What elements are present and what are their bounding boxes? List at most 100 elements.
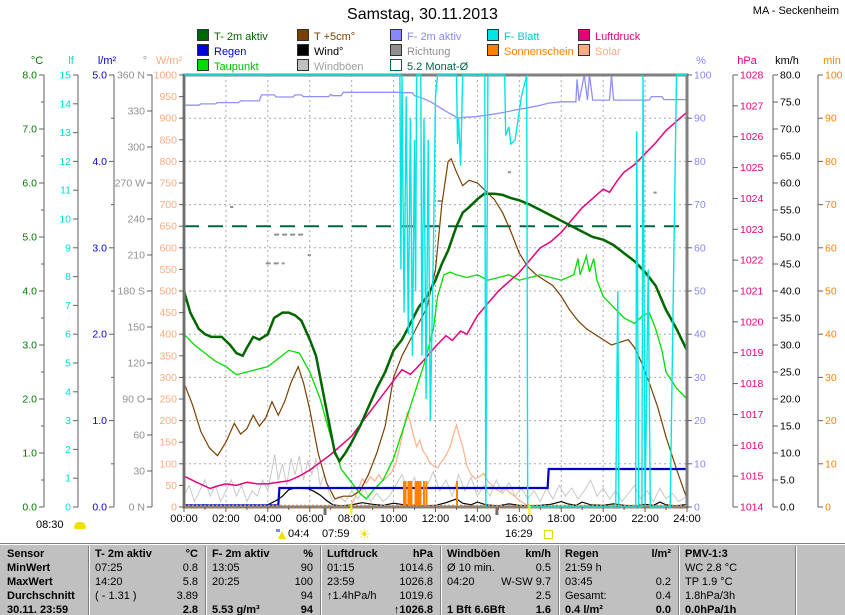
- svg-text:800: 800: [159, 156, 177, 168]
- svg-text:30: 30: [825, 372, 837, 384]
- svg-text:1022: 1022: [740, 255, 764, 267]
- svg-text:7: 7: [65, 300, 71, 312]
- svg-text:0.0: 0.0: [22, 502, 37, 514]
- page-title: Samstag, 30.11.2013: [347, 6, 498, 23]
- table-cell: 21:59 h: [565, 562, 602, 574]
- svg-text:13: 13: [59, 127, 71, 139]
- legend-swatch-t5cm-icon: [297, 29, 309, 41]
- svg-text:0: 0: [65, 502, 71, 514]
- svg-text:600: 600: [159, 242, 177, 254]
- svg-text:8.0: 8.0: [22, 70, 37, 82]
- svg-text:0: 0: [694, 502, 700, 514]
- series-fblatt: [184, 74, 687, 508]
- svg-text:6: 6: [65, 329, 71, 341]
- legend-label: 5.2 Monat-Ø: [407, 61, 469, 73]
- table-cell: 20:25 100: [212, 576, 313, 588]
- svg-text:0.0: 0.0: [92, 502, 107, 514]
- sunshine-bar: [456, 481, 459, 507]
- svg-text:70: 70: [825, 199, 837, 211]
- svg-text:70: 70: [694, 199, 706, 211]
- table-header-col: PMV-1:3: [685, 548, 728, 560]
- svg-text:100: 100: [825, 70, 843, 82]
- x-tick-label: 00:00: [170, 513, 198, 525]
- svg-text:250: 250: [159, 394, 177, 406]
- svg-text:0 N: 0 N: [129, 502, 145, 514]
- svg-text:75.0: 75.0: [780, 97, 801, 109]
- svg-text:900: 900: [159, 113, 177, 125]
- table-cell: TP 1.9 °C: [685, 576, 733, 588]
- axis-label-pct: %: [696, 55, 706, 67]
- legend-swatch-richtung-icon: [390, 44, 402, 56]
- table-header-col: T- 2m aktiv °C: [95, 548, 198, 560]
- legend-swatch-regen-icon: [197, 44, 209, 56]
- svg-text:60: 60: [133, 430, 145, 442]
- svg-text:65.0: 65.0: [780, 151, 801, 163]
- svg-text:60.0: 60.0: [780, 178, 801, 190]
- axis-label-lf: lf: [68, 55, 74, 67]
- svg-text:80.0: 80.0: [780, 70, 801, 82]
- svg-text:60: 60: [825, 242, 837, 254]
- svg-text:30.0: 30.0: [780, 340, 801, 352]
- legend-item-sonnenschein: Sonnenschein: [487, 44, 574, 58]
- svg-text:9: 9: [65, 242, 71, 254]
- legend-swatch-luftdruck-icon: [578, 29, 590, 41]
- svg-text:90: 90: [694, 113, 706, 125]
- axis-label-hpa: hPa: [737, 55, 757, 67]
- svg-text:50: 50: [694, 286, 706, 298]
- svg-text:360 N: 360 N: [117, 70, 145, 82]
- svg-text:11: 11: [60, 185, 71, 197]
- svg-text:850: 850: [159, 134, 177, 146]
- x-tick-label: 16:00: [506, 513, 534, 525]
- sunset-time: 16:29: [505, 528, 533, 540]
- table-row-label: 30.11. 23:59: [7, 604, 69, 615]
- legend-item-t2m: T- 2m aktiv: [197, 29, 268, 43]
- svg-text:70.0: 70.0: [780, 124, 801, 136]
- table-cell: ↑1.4hPa/h 1019.6: [327, 590, 433, 602]
- legend-label: Richtung: [407, 46, 451, 58]
- svg-text:100: 100: [159, 458, 177, 470]
- table-cell: 1 Bft 6.6Bft 1.6: [447, 604, 551, 615]
- table-cell: 23:59 1026.8: [327, 576, 433, 588]
- legend-swatch-windboeen-icon: [297, 59, 309, 71]
- svg-text:2.0: 2.0: [22, 394, 37, 406]
- svg-text:45.0: 45.0: [780, 259, 801, 271]
- svg-text:14: 14: [59, 98, 71, 110]
- svg-text:90 O: 90 O: [122, 394, 145, 406]
- svg-text:3.0: 3.0: [92, 242, 107, 254]
- table-row-label: Durchschnitt: [7, 590, 75, 602]
- svg-text:150: 150: [159, 437, 177, 449]
- table-cell: Gesamt: 0.4: [565, 590, 671, 602]
- svg-text:50: 50: [825, 286, 837, 298]
- svg-text:1000: 1000: [154, 70, 178, 82]
- table-cell: 94: [300, 590, 313, 602]
- svg-text:180 S: 180 S: [118, 286, 145, 298]
- svg-text:300: 300: [127, 142, 145, 154]
- legend-label: Wind°: [314, 46, 344, 58]
- svg-text:3.0: 3.0: [22, 340, 37, 352]
- series-f2m: [184, 74, 687, 119]
- svg-text:90: 90: [825, 113, 837, 125]
- sunshine-bar: [425, 481, 428, 507]
- svg-text:210: 210: [127, 250, 145, 262]
- series-taupunkt: [183, 253, 688, 500]
- svg-text:1015: 1015: [740, 471, 764, 483]
- x-tick-label: 06:00: [296, 513, 324, 525]
- svg-text:150: 150: [127, 322, 145, 334]
- legend-label: Luftdruck: [595, 31, 641, 43]
- x-tick-label: 12:00: [422, 513, 450, 525]
- legend-item-f2m: F- 2m aktiv: [390, 29, 461, 43]
- svg-text:4.0: 4.0: [92, 156, 107, 168]
- sunrise-sun-icon: ☀: [358, 526, 371, 542]
- svg-text:4: 4: [65, 386, 71, 398]
- svg-text:5: 5: [65, 358, 71, 370]
- table-cell: 2.8: [182, 604, 198, 615]
- sunrise-time: 07:59: [322, 528, 350, 540]
- svg-text:10: 10: [59, 214, 71, 226]
- legend-label: T- 2m aktiv: [214, 31, 268, 43]
- svg-text:40: 40: [694, 329, 706, 341]
- table-header-sensor: Sensor: [7, 548, 45, 560]
- axis-label-rain: l/m²: [98, 55, 117, 67]
- legend-item-windboeen: Windböen: [297, 59, 364, 73]
- legend-label: Sonnenschein: [504, 46, 574, 58]
